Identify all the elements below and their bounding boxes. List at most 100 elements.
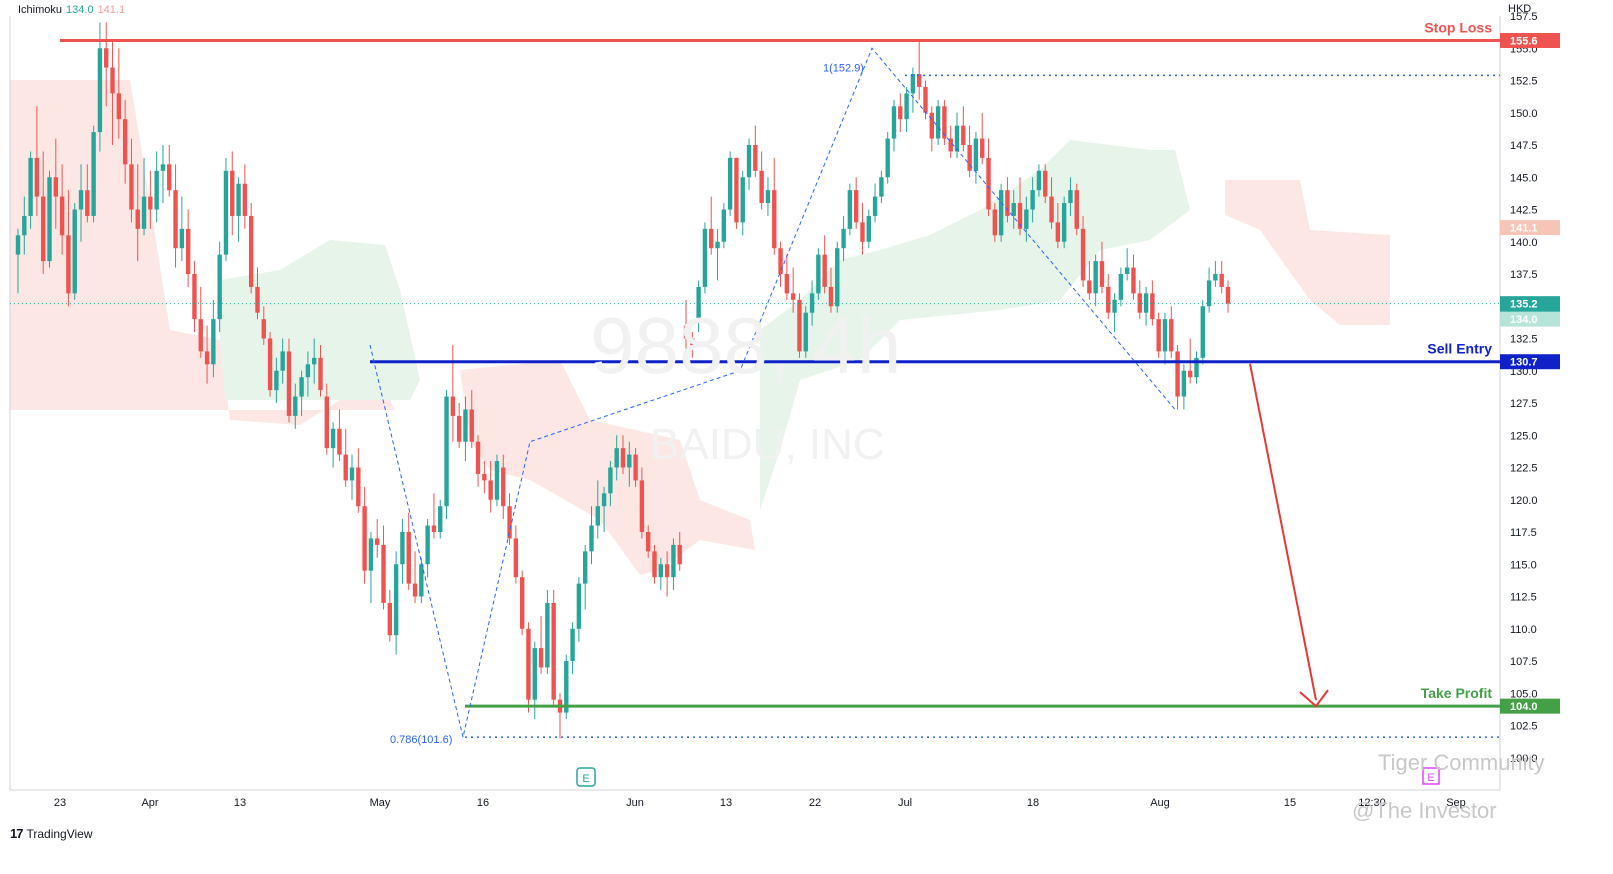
indicator-name: Ichimoku <box>18 4 63 16</box>
cloud-region <box>460 360 755 575</box>
candle-body <box>406 532 411 584</box>
candle-body <box>167 164 172 191</box>
candle-body <box>746 145 752 178</box>
candle-body <box>1219 274 1224 287</box>
candle-body <box>280 351 285 371</box>
zigzag-pattern <box>369 47 1176 738</box>
candle-body <box>160 164 166 171</box>
candle-body <box>242 183 248 216</box>
candle-body <box>393 564 399 636</box>
candle-body <box>532 648 537 700</box>
candle-body <box>438 506 443 532</box>
candle-body <box>1118 274 1124 300</box>
x-tick-label: Jul <box>898 797 912 809</box>
indicator-legend[interactable]: Ichimoku 134.0 141.1 <box>18 4 125 16</box>
y-tick-label: 137.5 <box>1510 269 1538 281</box>
stop-loss-badge-text: 155.6 <box>1510 36 1538 48</box>
candle-body <box>475 441 481 474</box>
candle-body <box>1181 370 1187 397</box>
candle-body <box>34 157 40 197</box>
y-axis: 100.0 102.5 105.0 107.5 110.0 112.5 115.0 117.5… <box>1510 11 1538 765</box>
candle-body <box>15 235 21 255</box>
candle-body <box>992 209 998 236</box>
fib-label: 1(152.9) <box>823 62 864 74</box>
candle-body <box>356 467 361 507</box>
candle-body <box>772 190 777 249</box>
candle-body <box>564 661 569 713</box>
x-axis: 23 Apr 13 May 16 Jun 13 22 Jul 18 Aug 15 12:30 Sep <box>54 797 1466 809</box>
x-tick-label: 12:30 <box>1358 797 1386 809</box>
candle-body <box>1005 190 1010 216</box>
candle-body <box>261 319 266 339</box>
candle-body <box>204 351 210 365</box>
y-tick-label: 150.0 <box>1510 108 1538 120</box>
candle-body <box>1156 319 1161 352</box>
x-tick-label: May <box>370 797 391 809</box>
tradingview-brand: TradingView <box>26 826 93 841</box>
candle-body <box>324 396 330 449</box>
candle-body <box>400 532 405 565</box>
candle-body <box>223 170 229 255</box>
candle-body <box>311 357 317 365</box>
candle-body <box>973 138 979 171</box>
candle-body <box>1055 222 1061 242</box>
candle-body <box>570 628 575 661</box>
candle-body <box>72 209 77 294</box>
candle-body <box>1131 267 1136 294</box>
ichimoku-a-badge <box>1500 311 1560 327</box>
candle-body <box>998 190 1004 236</box>
candle-body <box>47 177 52 262</box>
ichimoku-b-badge <box>1500 220 1560 236</box>
cloud-region <box>1225 180 1390 325</box>
tradingview-logo-icon: 17 <box>10 826 24 841</box>
y-tick-label: 132.5 <box>1510 334 1538 346</box>
y-tick-label: 140.0 <box>1510 237 1538 249</box>
candle-body <box>954 125 960 152</box>
candle-body <box>1093 261 1098 294</box>
currency-label: HKD <box>1508 3 1532 15</box>
candle-body <box>1112 299 1117 313</box>
candle-body <box>362 506 367 571</box>
candle-body <box>1150 293 1155 320</box>
candle-body <box>488 480 493 500</box>
candle-body <box>192 274 197 320</box>
candle-body <box>1080 228 1086 281</box>
take-profit-badge <box>1500 698 1560 714</box>
candle-body <box>841 228 846 249</box>
tradingview-footer[interactable]: 17 TradingView <box>10 826 93 841</box>
candle-body <box>1024 209 1029 229</box>
level-label: Stop Loss <box>1424 20 1492 36</box>
candle-body <box>797 299 802 352</box>
x-tick-label: Jun <box>626 797 644 809</box>
candle-body <box>879 177 884 197</box>
earnings-icon-future <box>1422 767 1440 785</box>
y-tick-label: 127.5 <box>1510 398 1538 410</box>
y-tick-label: 122.5 <box>1510 463 1538 475</box>
y-tick-label: 117.5 <box>1510 527 1537 539</box>
candle-body <box>501 467 506 507</box>
earnings-icon-letter: E <box>1427 772 1434 784</box>
candle-body <box>942 106 947 139</box>
y-tick-label: 102.5 <box>1510 721 1538 733</box>
candle-body <box>986 157 991 210</box>
candle-body <box>1043 170 1048 197</box>
candle-body <box>1011 203 1016 216</box>
candle-body <box>230 170 235 216</box>
candle-body <box>375 538 380 545</box>
candle-body <box>614 448 619 468</box>
candle-body <box>620 448 626 468</box>
candle-body <box>853 190 859 223</box>
watermark-name: BAIDU, INC <box>650 420 885 469</box>
x-tick-label: Apr <box>141 797 158 809</box>
candle-body <box>41 196 46 262</box>
candle-body <box>1049 196 1054 223</box>
candle-body <box>872 196 878 216</box>
candle-body <box>866 215 871 242</box>
candle-body <box>274 370 279 391</box>
candle-body <box>198 319 203 352</box>
candle-body <box>513 538 519 578</box>
candle-body <box>387 602 393 636</box>
candle-body <box>551 602 556 700</box>
